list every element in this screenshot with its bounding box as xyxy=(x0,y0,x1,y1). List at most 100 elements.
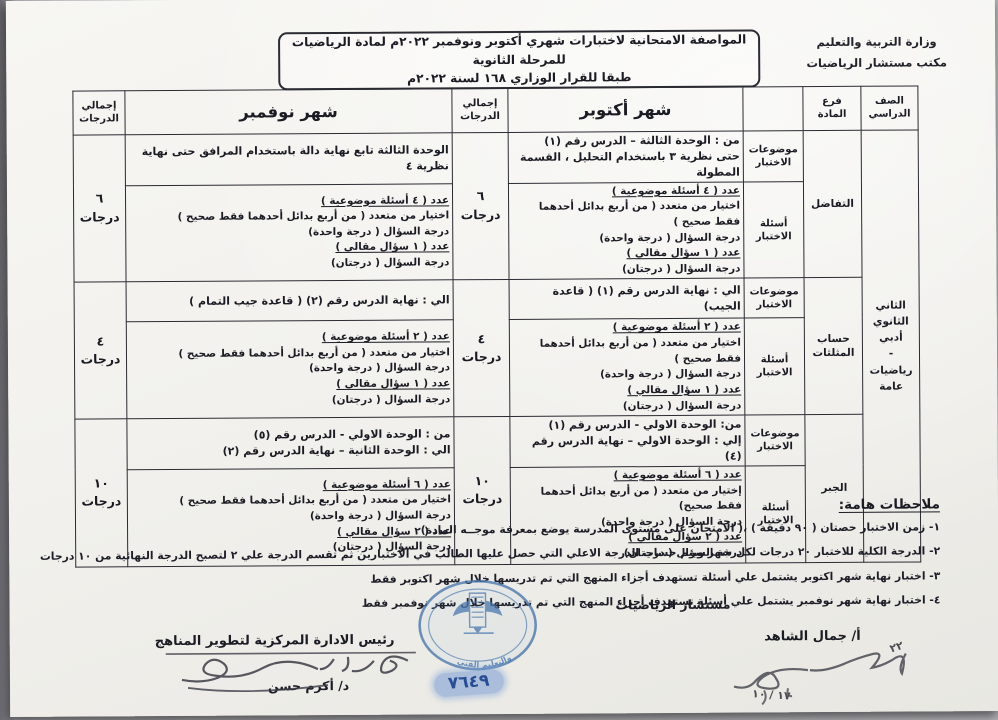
topic-line: الي : نهاية الدرس رقم (٢) ( قاعدة جيب ال… xyxy=(189,293,450,308)
topic-line: من: الوحدة الاولي - الدرس رقم (١) xyxy=(548,417,742,432)
question-line: اختيار من متعدد ( من أربع بدائل أحدهما ف… xyxy=(539,336,742,365)
paper-sheet: المواصفة الامتحانية لاختبارات شهري أكتوب… xyxy=(5,0,998,718)
october-topics-calculus: من : الوحدة الثالثة – الدرس رقم (١) حتى … xyxy=(508,131,744,184)
document-content: المواصفة الامتحانية لاختبارات شهري أكتوب… xyxy=(6,0,998,717)
question-line: عدد ( ٢ أسئلة موضوعية ) xyxy=(612,321,741,334)
ministry-line2: مكتب مستشار الرياضيات xyxy=(806,55,948,71)
total-number: ٦ xyxy=(476,188,485,204)
question-line: اختيار من متعدد ( من أربع بدائل أحدهما ف… xyxy=(538,199,741,228)
grade-line: أدبي xyxy=(879,331,903,344)
november-topics-calculus: الوحدة الثالثة تابع نهاية دالة باستخدام … xyxy=(125,132,453,186)
question-line: اختيار من متعدد ( من أربع بدائل أحدهما ف… xyxy=(179,493,451,508)
questions-label-cell: أسئلة الاختبار xyxy=(743,181,805,279)
branch-cell-trigonometry: حساب المثلثات xyxy=(804,277,863,415)
branch-cell-calculus: التفاضل xyxy=(803,130,863,279)
november-topics-algebra: من : الوحدة الاولي - الدرس رقم (٥) الي :… xyxy=(126,416,455,470)
notes-heading: ملاحظات هامة: xyxy=(838,496,940,513)
questions-label-cell: أسئلة الاختبار xyxy=(744,318,805,416)
document-title-line2: طبقا للقرار الوزاري ١٦٨ لسنة ٢٠٢٢م xyxy=(407,70,632,87)
question-line: اختيار من متعدد ( من أربع بدائل أحدهما ف… xyxy=(177,209,450,224)
question-line: درجة السؤال ( درجة واحدة) xyxy=(309,509,452,523)
october-total-trigonometry: ٤ درجات xyxy=(453,279,510,417)
table-row: الجبر موضوعات الاختبار من: الوحدة الاولي… xyxy=(74,414,920,567)
department-head-name: د/ أكرم حسن xyxy=(267,677,350,694)
table-row: حساب المثلثات موضوعات الاختبار الي : نها… xyxy=(74,277,919,420)
official-stamp: والتعليم الفني xyxy=(418,579,537,671)
grade-line: الثانوي xyxy=(872,315,909,328)
header-branch: فرع المادة xyxy=(802,86,862,131)
header-blank xyxy=(742,86,804,132)
total-number: ٤ xyxy=(477,330,486,346)
question-line: درجة السؤال ( درجتان) xyxy=(330,256,450,270)
november-total-calculus: ٦ درجات xyxy=(73,134,127,283)
advisor-handwritten-date: ١٧ / ١٠ xyxy=(751,687,792,703)
november-total-algebra: ١٠ درجات xyxy=(74,418,128,567)
question-line: عدد ( ٦ أسئلة موضوعية ) xyxy=(613,468,742,482)
question-line: درجة السؤال ( درجة واحدة) xyxy=(599,231,741,245)
table-row: الثاني الثانوي أدبي - رياضيات عامة التفا… xyxy=(73,129,921,562)
total-word: درجات xyxy=(461,349,502,365)
grade-line: الثاني xyxy=(875,299,906,312)
total-word: درجات xyxy=(79,209,120,225)
total-word: درجات xyxy=(460,207,501,223)
header-grade-class: الصف الدراسي xyxy=(860,85,919,131)
topic-line: الي : نهاية الدرس رقم (١) ( قاعدة الجيب) xyxy=(552,283,741,313)
eagle-emblem-icon xyxy=(452,592,503,635)
question-line: درجة السؤال ( درجتان) xyxy=(622,262,741,276)
november-questions-calculus: عدد ( ٤ أسئلة موضوعية ) اختيار من متعدد … xyxy=(125,183,454,283)
topic-line: الي : الوحدة الثانية – نهاية الدرس رقم (… xyxy=(222,443,451,458)
advisor-title: مستشار الرياضيات xyxy=(615,596,731,613)
question-line: إختيار من متعدد ( من أربع بدائل أحدهما ف… xyxy=(540,484,742,513)
branch-cell-algebra: الجبر xyxy=(804,414,864,563)
november-total-trigonometry: ٤ درجات xyxy=(74,282,127,420)
october-total-calculus: ٦ درجات xyxy=(452,132,510,281)
question-line: عدد ( ٢ أسئلة موضوعية ) xyxy=(321,330,450,344)
topics-label-cell: موضوعات الاختبار xyxy=(744,414,806,466)
department-head-title: رئيس الادارة المركزية لتطوير المناهج xyxy=(154,632,395,650)
grade-line: رياضيات xyxy=(869,364,913,377)
header-october: شهر أكتوبر xyxy=(507,87,744,133)
question-line: عدد ( ٤ أسئلة موضوعية ) xyxy=(611,184,741,198)
table-header-row: الصف الدراسي فرع المادة شهر أكتوبر إجمال… xyxy=(72,85,919,136)
header-november: شهر نوفمبر xyxy=(124,88,453,135)
october-total-algebra: ١٠ درجات xyxy=(453,416,511,565)
document-title-line1: المواصفة الامتحانية لاختبارات شهري أكتوب… xyxy=(291,32,747,67)
november-questions-trigonometry: عدد ( ٢ أسئلة موضوعية ) اختيار من متعدد … xyxy=(126,320,454,419)
total-number: ٤ xyxy=(96,332,105,349)
question-line: درجة السؤال ( درجة واحدة) xyxy=(600,367,742,381)
document-title-box: المواصفة الامتحانية لاختبارات شهري أكتوب… xyxy=(278,29,761,91)
stamp-number: ٧٦٤٩ xyxy=(433,668,505,698)
grade-line: - xyxy=(888,347,894,360)
header-october-total: إجمالي الدرجات xyxy=(451,88,509,133)
question-line: درجة السؤال ( درجتان) xyxy=(331,393,451,406)
question-line: عدد ( ١ سؤال مقالي ) xyxy=(336,377,451,391)
ministry-line1: وزارة التربية والتعليم xyxy=(816,34,937,50)
total-word: درجات xyxy=(462,491,503,507)
total-word: درجات xyxy=(80,351,121,367)
topic-line: من : الوحدة الاولي - الدرس رقم (٥) xyxy=(253,427,451,442)
advisor-name: أ/ جمال الشاهد xyxy=(764,628,861,645)
topic-line: إلي : الوحدة الاولي – نهاية الدرس رقم (٤… xyxy=(531,433,742,463)
topics-label-cell: موضوعات الاختبار xyxy=(744,278,805,319)
october-topics-trigonometry: الي : نهاية الدرس رقم (١) ( قاعدة الجيب) xyxy=(509,278,745,320)
topic-line: حتى نظرية ٣ باستخدام التحليل ، القسمة ال… xyxy=(519,149,740,179)
header-november-total: إجمالي الدرجات xyxy=(72,90,126,136)
october-questions-calculus: عدد ( ٤ أسئلة موضوعية ) اختيار من متعدد … xyxy=(508,181,745,280)
question-line: عدد ( ١ سؤال مقالي ) xyxy=(627,383,742,397)
october-topics-algebra: من: الوحدة الاولي - الدرس رقم (١) إلي : … xyxy=(509,415,746,468)
total-number: ٦ xyxy=(95,190,104,206)
exam-specification-table: الصف الدراسي فرع المادة شهر أكتوبر إجمال… xyxy=(72,85,921,567)
october-questions-trigonometry: عدد ( ٢ أسئلة موضوعية ) اختيار من متعدد … xyxy=(509,318,745,417)
topics-label-cell: موضوعات الاختبار xyxy=(743,130,804,182)
total-word: درجات xyxy=(81,493,122,509)
total-number: ١٠ xyxy=(93,475,109,491)
advisor-handwritten-year: ٢٢ xyxy=(888,638,905,656)
ministry-header: وزارة التربية والتعليم مكتب مستشار الريا… xyxy=(774,31,979,75)
total-number: ١٠ xyxy=(474,472,490,488)
question-line: عدد ( ١ سؤال مقالي ) xyxy=(626,246,741,260)
grade-line: عامة xyxy=(879,380,904,393)
topic-line: من : الوحدة الثالثة – الدرس رقم (١) xyxy=(544,133,740,148)
november-topics-trigonometry: الي : نهاية الدرس رقم (٢) ( قاعدة جيب ال… xyxy=(126,280,454,323)
question-line: درجة السؤال ( درجتان) xyxy=(622,399,742,412)
